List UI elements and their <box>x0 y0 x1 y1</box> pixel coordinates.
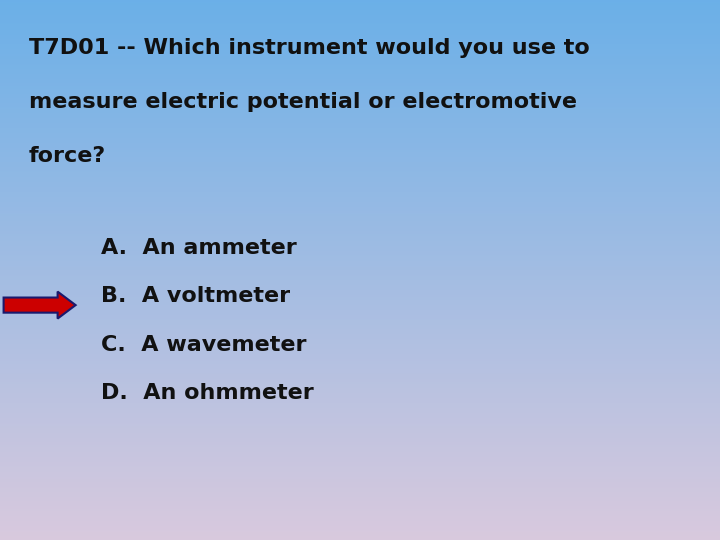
Text: B.  A voltmeter: B. A voltmeter <box>101 286 290 306</box>
Text: C.  A wavemeter: C. A wavemeter <box>101 335 306 355</box>
Text: A.  An ammeter: A. An ammeter <box>101 238 297 258</box>
Text: D.  An ohmmeter: D. An ohmmeter <box>101 383 313 403</box>
Text: force?: force? <box>29 146 106 166</box>
Text: measure electric potential or electromotive: measure electric potential or electromot… <box>29 92 577 112</box>
Text: T7D01 -- Which instrument would you use to: T7D01 -- Which instrument would you use … <box>29 38 590 58</box>
FancyArrow shape <box>4 292 76 319</box>
